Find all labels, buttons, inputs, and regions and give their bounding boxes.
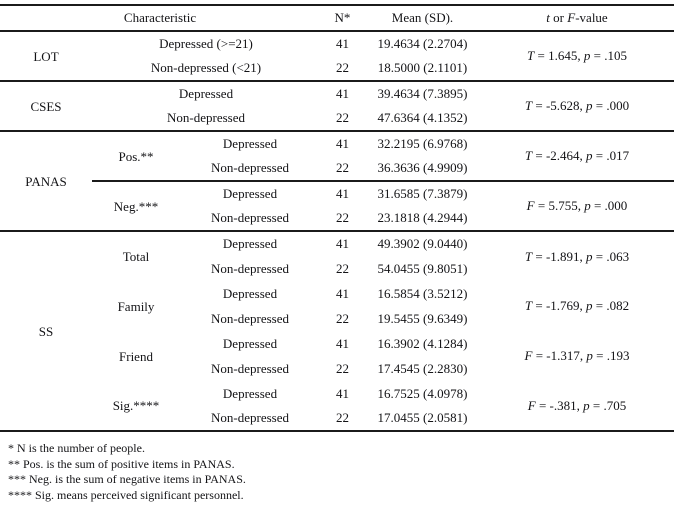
table-row: Non-depressed 22 19.5455 (9.6349): [0, 306, 674, 331]
table-row: Non-depressed 22 54.0455 (9.8051): [0, 256, 674, 281]
table-row: Non-depressed 22 47.6364 (4.1352): [0, 106, 674, 132]
cell-n: 41: [336, 335, 349, 351]
cell-stat-lot: T = 1.645, p = .105: [480, 31, 674, 82]
cell-mean: 17.0455 (2.0581): [365, 406, 480, 432]
cell-subscale-total: Total: [122, 249, 150, 264]
table-row: Non-depressed 22 36.3636 (4.9909): [0, 156, 674, 181]
cell-group: Non-depressed: [180, 206, 320, 232]
cell-stat-cses: T = -5.628, p = .000: [480, 81, 674, 132]
cell-mean: 49.3902 (9.0440): [377, 236, 468, 251]
cell-stat-ss-friend: F = -1.317, p = .193: [524, 348, 630, 363]
cell-n: 22: [336, 260, 349, 276]
statistics-table: Characteristic N* Mean (SD). t or F-valu…: [0, 4, 674, 432]
cell-n: 22: [320, 206, 365, 232]
table-row: Non-depressed 22 17.4545 (2.2830): [0, 356, 674, 381]
cell-group: Depressed: [222, 136, 278, 151]
cell-scale-panas: PANAS: [0, 131, 92, 232]
cell-stat-ss-sig: F = -.381, p = .705: [480, 381, 674, 432]
cell-n: 41: [336, 136, 349, 151]
cell-mean: 36.3636 (4.9909): [377, 160, 468, 175]
cell-mean: 39.4634 (7.3895): [377, 86, 468, 101]
cell-group: Non-depressed: [211, 160, 289, 175]
cell-stat-ss-total: T = -1.891, p = .063: [524, 248, 630, 264]
cell-subscale-family: Family: [117, 298, 155, 314]
table-row: Sig.**** Depressed 41 16.7525 (4.0978) F…: [0, 381, 674, 432]
cell-mean: 31.6585 (7.3879): [365, 180, 480, 206]
table-row: LOT Depressed (>=21) 41 19.4634 (2.2704)…: [0, 31, 674, 82]
cell-stat-panas-pos: T = -2.464, p = .017: [524, 148, 630, 163]
cell-n: 41: [336, 385, 349, 401]
header-mean-sd: Mean (SD).: [365, 4, 480, 32]
cell-scale-lot: LOT: [0, 31, 92, 82]
cell-group: Depressed: [222, 285, 278, 301]
cell-n: 22: [336, 310, 349, 326]
cell-n: 41: [336, 86, 349, 101]
cell-mean: 16.3902 (4.1284): [377, 335, 468, 351]
footnote-sig: **** Sig. means perceived significant pe…: [8, 487, 244, 502]
footnote-pos: ** Pos. is the sum of positive items in …: [8, 456, 235, 471]
cell-mean: 16.5854 (3.5212): [377, 285, 468, 301]
footnote-neg: *** Neg. is the sum of negative items in…: [8, 472, 246, 486]
cell-n: 41: [320, 180, 365, 206]
cell-subscale-pos: Pos.**: [118, 148, 154, 164]
table-row: Friend Depressed 41 16.3902 (4.1284) F =…: [0, 331, 674, 364]
table-row: CSES Depressed 41 39.4634 (7.3895) T = -…: [0, 81, 674, 132]
cell-group: Non-depressed: [211, 360, 289, 376]
table-header-row: Characteristic N* Mean (SD). t or F-valu…: [0, 4, 674, 32]
cell-stat-panas-neg: F = 5.755, p = .000: [480, 180, 674, 232]
header-n: N*: [320, 4, 365, 32]
cell-mean: 19.5455 (9.6349): [377, 310, 468, 326]
cell-subscale-sig: Sig.****: [92, 381, 180, 432]
table-row: Family Depressed 41 16.5854 (3.5212) T =…: [0, 281, 674, 314]
table-row: PANAS Pos.** Depressed 41 32.2195 (6.976…: [0, 131, 674, 232]
cell-group: Depressed: [180, 180, 320, 206]
table-row: SS Total Depressed 41 49.3902 (9.0440) T…: [0, 231, 674, 432]
cell-scale-cses: CSES: [0, 81, 92, 132]
cell-n: 41: [336, 285, 349, 301]
cell-mean: 19.4634 (2.2704): [377, 36, 468, 51]
header-characteristic: Characteristic: [0, 4, 320, 32]
cell-mean: 54.0455 (9.8051): [377, 260, 468, 276]
cell-mean: 17.4545 (2.2830): [377, 360, 468, 376]
cell-group: Non-depressed: [92, 106, 320, 132]
cell-n: 22: [320, 106, 365, 132]
table-row: Non-depressed 22 23.1818 (4.2944): [0, 206, 674, 232]
cell-scale-ss: SS: [0, 231, 92, 432]
cell-group: Non-depressed: [211, 310, 289, 326]
footnotes: * N is the number of people. ** Pos. is …: [8, 441, 674, 503]
cell-group: Depressed: [222, 385, 278, 401]
cell-mean: 32.2195 (6.9768): [377, 136, 468, 151]
cell-subscale-neg: Neg.***: [92, 180, 180, 232]
header-t-or-f-value: t or F-value: [480, 4, 674, 32]
cell-group: Non-depressed: [211, 260, 289, 276]
cell-n: 41: [336, 36, 349, 51]
cell-mean: 47.6364 (4.1352): [365, 106, 480, 132]
cell-mean: 18.5000 (2.1101): [365, 56, 480, 82]
cell-n: 22: [320, 56, 365, 82]
cell-n: 22: [336, 160, 349, 175]
cell-group: Depressed: [222, 236, 278, 251]
cell-n: 41: [336, 236, 349, 251]
cell-group: Depressed: [178, 86, 234, 101]
footnote-n: * N is the number of people.: [8, 441, 145, 455]
cell-subscale-friend: Friend: [119, 348, 153, 364]
cell-group: Depressed: [222, 335, 278, 351]
cell-mean: 23.1818 (4.2944): [365, 206, 480, 232]
table-row: Non-depressed (<21) 22 18.5000 (2.1101): [0, 56, 674, 82]
table-row: Neg.*** Depressed 41 31.6585 (7.3879) F …: [0, 180, 674, 232]
cell-n: 22: [336, 360, 349, 376]
cell-n: 22: [320, 406, 365, 432]
cell-group: Non-depressed: [180, 406, 320, 432]
cell-group: Depressed (>=21): [159, 36, 253, 51]
cell-mean: 16.7525 (4.0978): [377, 385, 468, 401]
cell-group: Non-depressed (<21): [92, 56, 320, 82]
table-row: Non-depressed 22 17.0455 (2.0581): [0, 406, 674, 432]
cell-stat-ss-family: T = -1.769, p = .082: [524, 298, 630, 313]
